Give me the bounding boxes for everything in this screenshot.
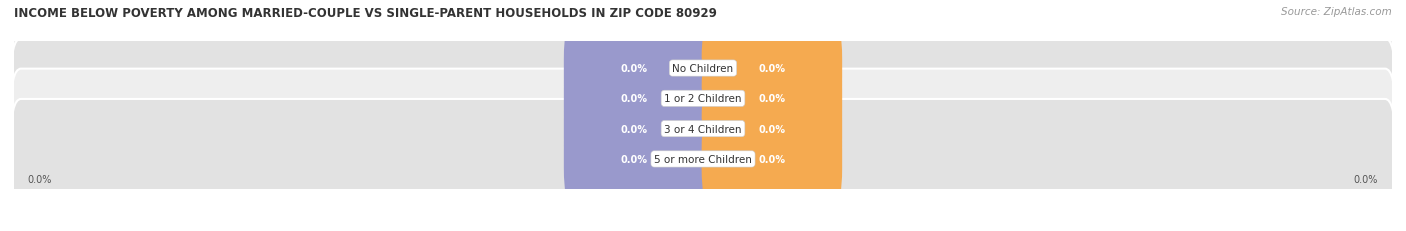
Text: 0.0%: 0.0% bbox=[758, 154, 786, 164]
Text: 0.0%: 0.0% bbox=[28, 174, 52, 184]
Text: 0.0%: 0.0% bbox=[758, 94, 786, 104]
Text: 0.0%: 0.0% bbox=[1354, 174, 1378, 184]
FancyBboxPatch shape bbox=[564, 84, 704, 175]
FancyBboxPatch shape bbox=[702, 23, 842, 114]
FancyBboxPatch shape bbox=[564, 53, 704, 144]
FancyBboxPatch shape bbox=[564, 23, 704, 114]
Text: 0.0%: 0.0% bbox=[620, 94, 648, 104]
Text: 3 or 4 Children: 3 or 4 Children bbox=[664, 124, 742, 134]
Text: 0.0%: 0.0% bbox=[620, 124, 648, 134]
FancyBboxPatch shape bbox=[564, 114, 704, 205]
Text: 0.0%: 0.0% bbox=[620, 154, 648, 164]
Text: No Children: No Children bbox=[672, 64, 734, 74]
FancyBboxPatch shape bbox=[702, 84, 842, 175]
Text: INCOME BELOW POVERTY AMONG MARRIED-COUPLE VS SINGLE-PARENT HOUSEHOLDS IN ZIP COD: INCOME BELOW POVERTY AMONG MARRIED-COUPL… bbox=[14, 7, 717, 20]
FancyBboxPatch shape bbox=[702, 114, 842, 205]
Text: 0.0%: 0.0% bbox=[620, 64, 648, 74]
Text: Source: ZipAtlas.com: Source: ZipAtlas.com bbox=[1281, 7, 1392, 17]
Text: 0.0%: 0.0% bbox=[758, 64, 786, 74]
FancyBboxPatch shape bbox=[11, 39, 1395, 159]
Text: 5 or more Children: 5 or more Children bbox=[654, 154, 752, 164]
FancyBboxPatch shape bbox=[11, 100, 1395, 219]
Text: 1 or 2 Children: 1 or 2 Children bbox=[664, 94, 742, 104]
FancyBboxPatch shape bbox=[702, 53, 842, 144]
FancyBboxPatch shape bbox=[11, 69, 1395, 189]
FancyBboxPatch shape bbox=[11, 9, 1395, 128]
Text: 0.0%: 0.0% bbox=[758, 124, 786, 134]
